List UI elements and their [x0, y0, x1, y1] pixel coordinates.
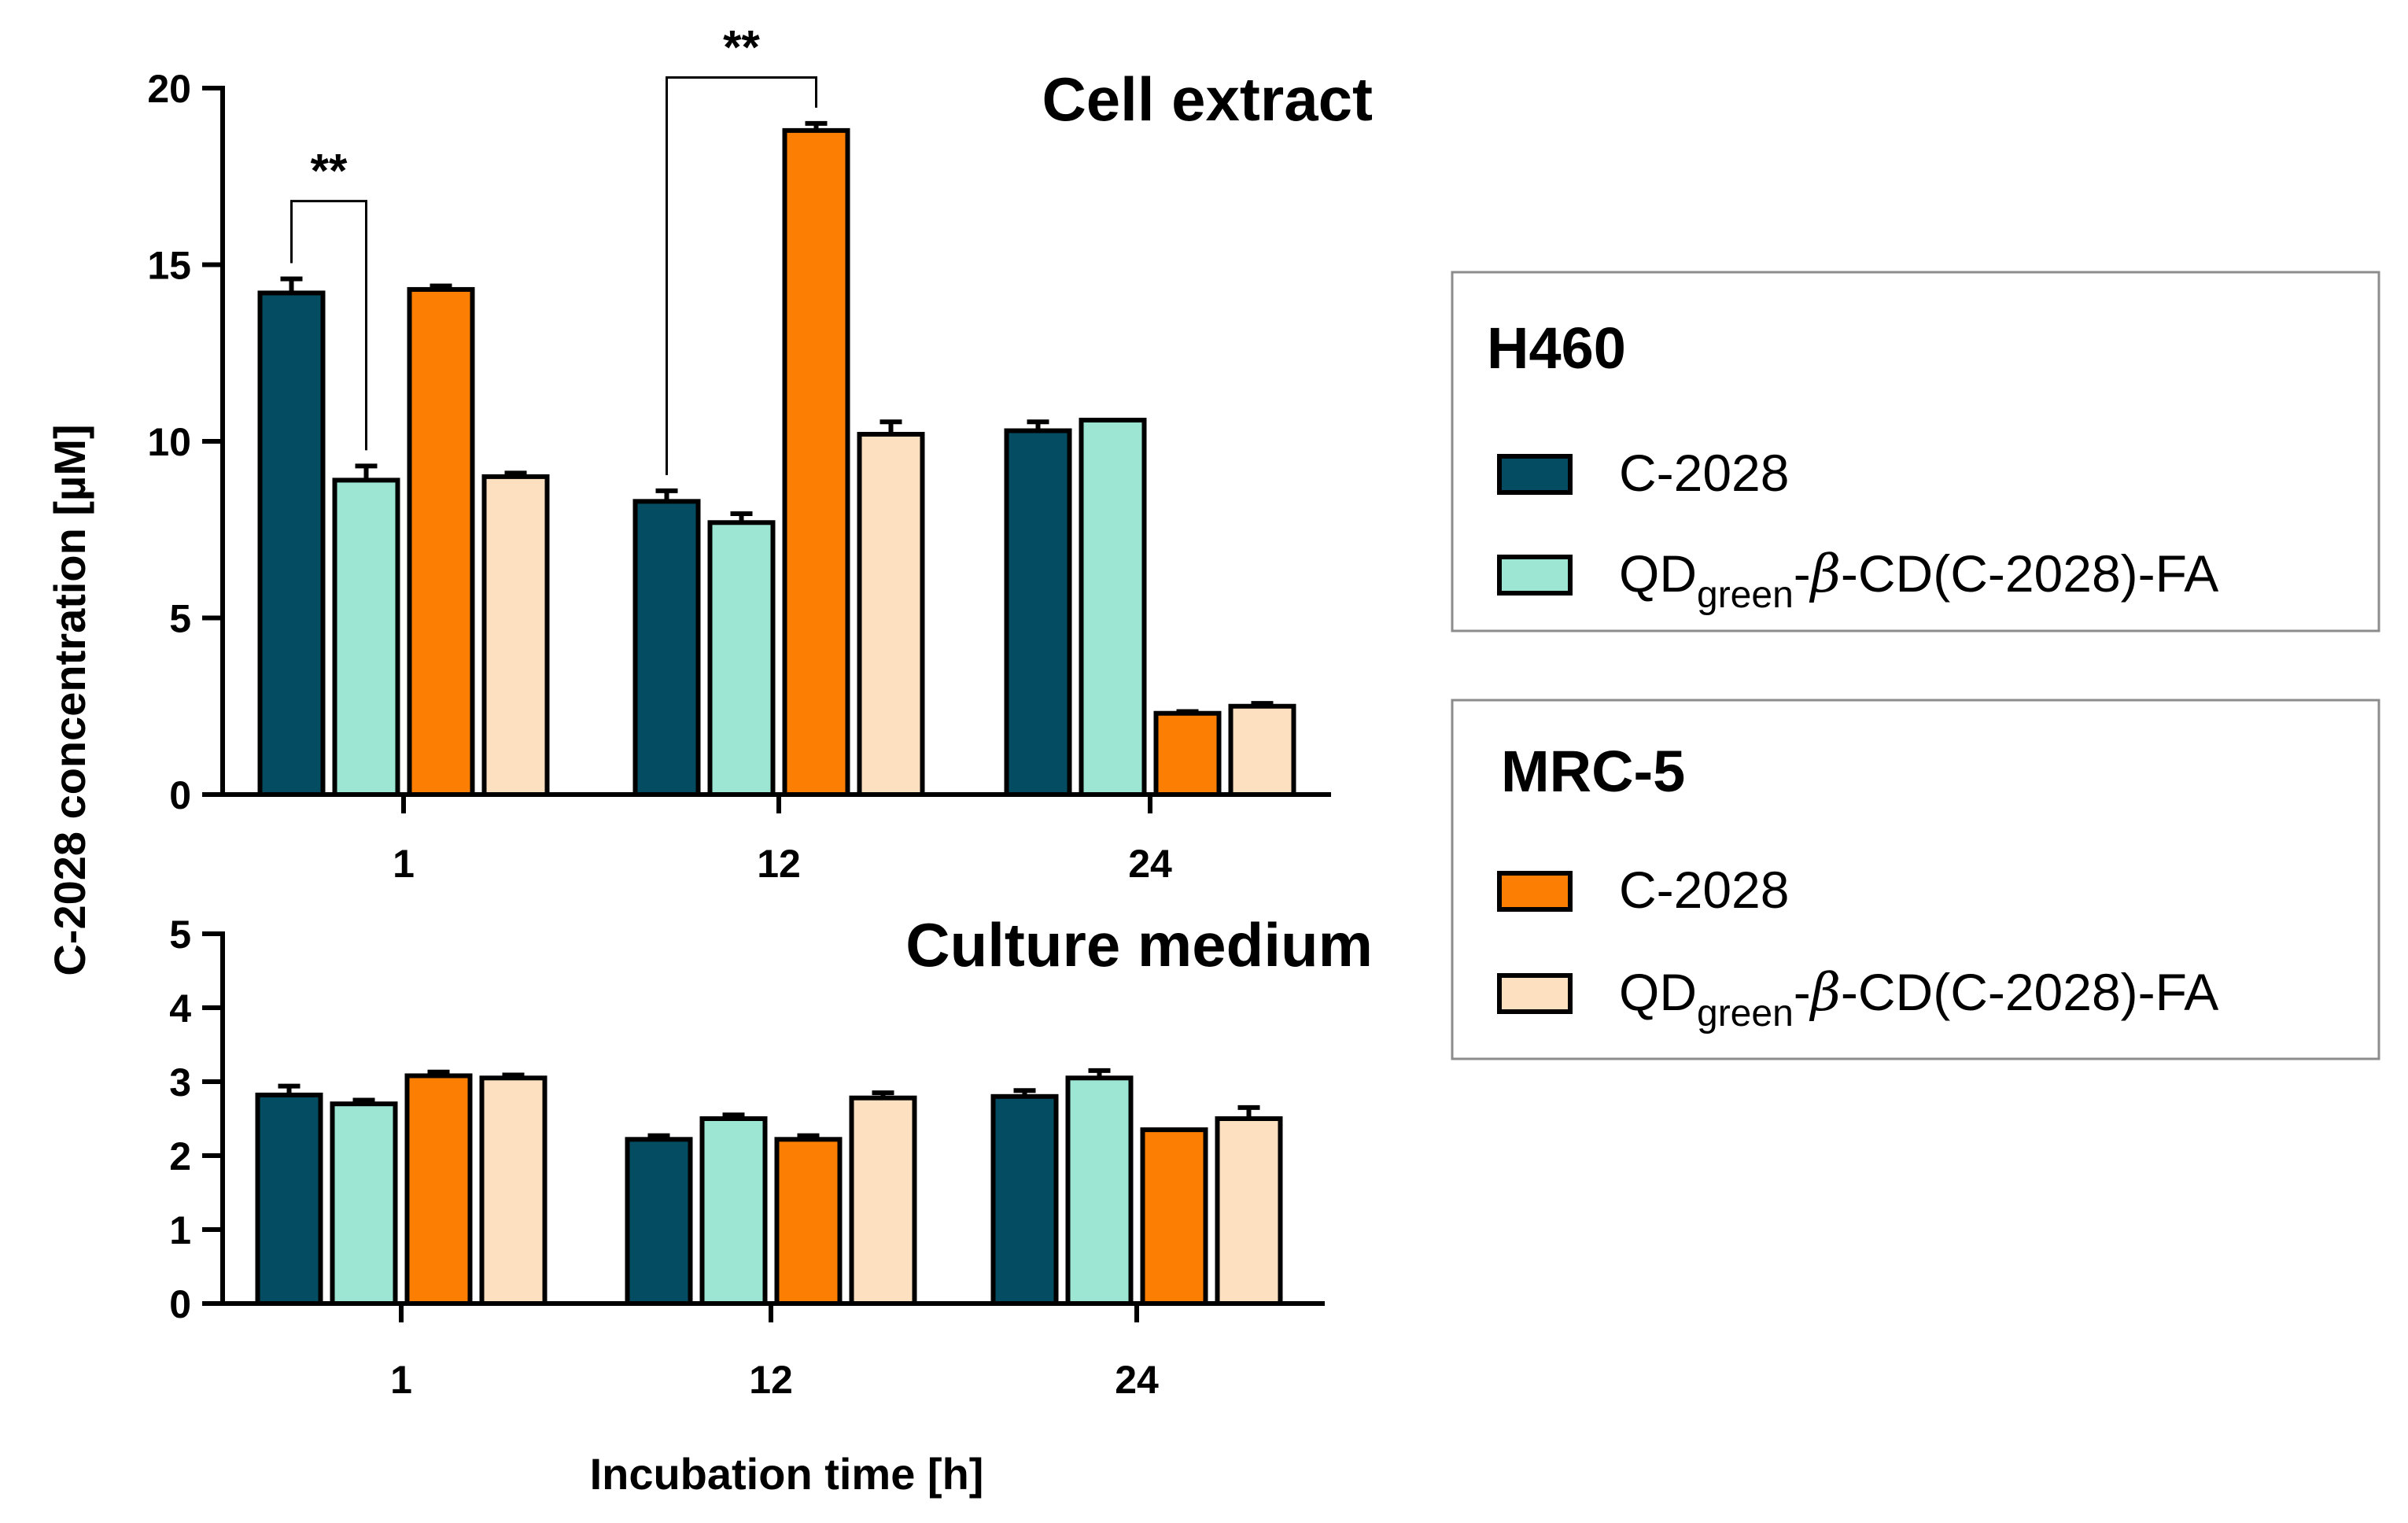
- bar-cell-h460_qd-24: [1079, 418, 1147, 797]
- bar-cell-h460_c2028-1: [257, 290, 326, 798]
- x-tick-label-medium-24: 24: [1115, 1358, 1159, 1402]
- legend-swatch-mrc5-qd: [1497, 973, 1573, 1014]
- bar-medium-h460_c2028-12: [625, 1137, 693, 1306]
- y-tick-label-cell-10: 10: [147, 420, 191, 464]
- bar-cell-mrc5_qd-24: [1228, 703, 1296, 797]
- x-tick-label-cell-24: 24: [1128, 842, 1172, 886]
- y-tick-label-medium-4: 4: [169, 986, 191, 1031]
- y-tick-label-medium-2: 2: [169, 1134, 191, 1178]
- y-tick-label-cell-0: 0: [169, 773, 191, 817]
- bar-medium-mrc5_qd-24: [1215, 1116, 1283, 1306]
- bar-cell-mrc5_c2028-12: [782, 127, 850, 797]
- legend-label-mrc5-c2028: C-2028: [1619, 861, 1789, 919]
- significance-bracket-cell-1: [666, 76, 817, 475]
- y-tick-label-medium-3: 3: [169, 1060, 191, 1104]
- legend-swatch-mrc5-c2028: [1497, 871, 1573, 912]
- legend-label-mrc5-qd: QDgreen-β-CD(C-2028)-FA: [1619, 962, 2218, 1034]
- y-tick-label-cell-20: 20: [147, 67, 191, 111]
- bar-medium-h460_qd-24: [1065, 1075, 1134, 1307]
- medium-panel-title: Culture medium: [905, 910, 1373, 979]
- significance-label-cell-0: **: [311, 145, 348, 197]
- legend-label-h460-qd: QDgreen-β-CD(C-2028)-FA: [1619, 544, 2218, 616]
- significance-bracket-cell-0: [290, 200, 367, 451]
- legend-h460: H460 C-2028 QDgreen-β-CD(C-2028)-FA: [1451, 271, 2380, 632]
- legend-swatch-h460-qd: [1497, 555, 1573, 596]
- cell-panel-title: Cell extract: [1042, 65, 1373, 134]
- bar-medium-mrc5_c2028-1: [404, 1073, 473, 1306]
- bar-medium-mrc5_qd-12: [849, 1095, 917, 1307]
- x-tick-label-cell-1: 1: [393, 842, 415, 886]
- bar-medium-h460_c2028-1: [255, 1092, 323, 1307]
- legend-mrc5-box: [1451, 699, 2380, 1060]
- y-tick-label-medium-5: 5: [169, 913, 191, 957]
- y-axis-title: C-2028 concentration [µM]: [45, 424, 94, 975]
- bar-cell-h460_c2028-24: [1004, 428, 1072, 798]
- bar-cell-h460_qd-1: [332, 478, 400, 797]
- bar-cell-mrc5_c2028-24: [1153, 710, 1222, 797]
- legend-mrc5: MRC-5 C-2028 QDgreen-β-CD(C-2028)-FA: [1451, 699, 2380, 1060]
- bar-medium-h460_qd-12: [699, 1116, 768, 1306]
- legend-label-h460-c2028: C-2028: [1619, 444, 1789, 502]
- bar-medium-h460_qd-1: [330, 1101, 398, 1306]
- y-tick-label-cell-15: 15: [147, 244, 191, 288]
- bar-medium-mrc5_c2028-24: [1140, 1127, 1208, 1306]
- legend-h460-title: H460: [1487, 315, 1626, 381]
- bar-cell-h460_c2028-12: [632, 499, 701, 798]
- legend-swatch-h460-c2028: [1497, 454, 1573, 495]
- bar-cell-h460_qd-12: [707, 520, 776, 798]
- x-tick-label-cell-12: 12: [757, 842, 801, 886]
- cell-extract-panel: Cell extract 1 12 24 0 5 10 15 20 ** **: [147, 21, 1373, 886]
- bar-cell-mrc5_qd-1: [481, 474, 550, 798]
- x-tick-label-medium-1: 1: [390, 1358, 412, 1402]
- x-axis-title: Incubation time [h]: [590, 1449, 984, 1499]
- y-tick-label-cell-5: 5: [169, 597, 191, 641]
- legend-mrc5-title: MRC-5: [1501, 739, 1685, 804]
- y-tick-label-medium-0: 0: [169, 1282, 191, 1326]
- bar-cell-mrc5_c2028-1: [407, 286, 475, 797]
- bar-medium-mrc5_c2028-12: [774, 1137, 843, 1306]
- significance-label-cell-1: **: [723, 21, 760, 74]
- bar-cell-mrc5_qd-12: [857, 432, 925, 798]
- bar-medium-h460_c2028-24: [990, 1093, 1059, 1307]
- x-tick-label-medium-12: 12: [749, 1358, 793, 1402]
- bar-medium-mrc5_qd-1: [479, 1075, 548, 1307]
- y-tick-label-medium-1: 1: [169, 1208, 191, 1252]
- legend-h460-box: [1451, 271, 2380, 632]
